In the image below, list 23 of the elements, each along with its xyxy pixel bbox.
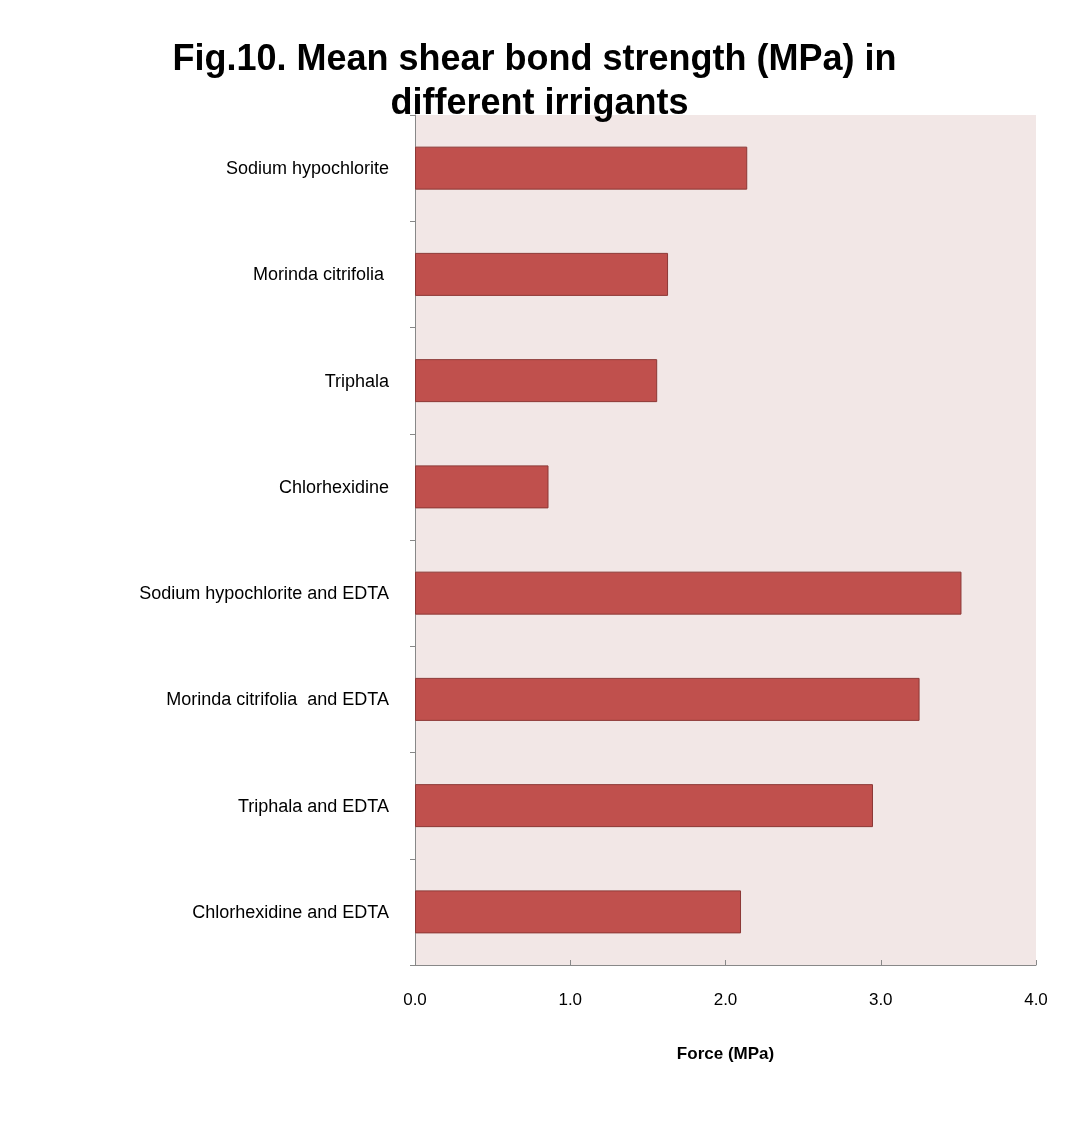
x-tick-label: 3.0 [868,990,893,1009]
y-tick-label: Triphala and EDTA [237,795,389,816]
bar [415,784,873,828]
bar [415,571,962,615]
y-tick-label: Morinda citrifolia and EDTA [166,689,389,710]
bar [415,890,742,934]
bar [415,359,658,403]
y-tick-label: Triphala [324,370,390,391]
x-tick-label: 4.0 [1024,990,1048,1009]
x-tick-label: 2.0 [713,990,738,1009]
y-tick-label: Chlorhexidine [278,476,389,497]
bar [415,252,669,296]
bar [415,465,549,509]
chart-title: Fig.10. Mean shear bond strength (MPa) in different irrigants [172,36,907,122]
x-axis-title: Force (MPa) [676,1044,775,1063]
y-tick-label: Sodium hypochlorite [225,158,389,179]
y-tick-label: Sodium hypochlorite and EDTA [139,583,389,604]
y-tick-label: Chlorhexidine and EDTA [192,901,389,922]
y-tick-label: Morinda citrifolia [252,264,389,285]
x-tick-label: 1.0 [558,990,583,1009]
x-tick-label: 0.0 [403,990,427,1009]
bar [415,146,748,190]
bar [415,677,920,721]
